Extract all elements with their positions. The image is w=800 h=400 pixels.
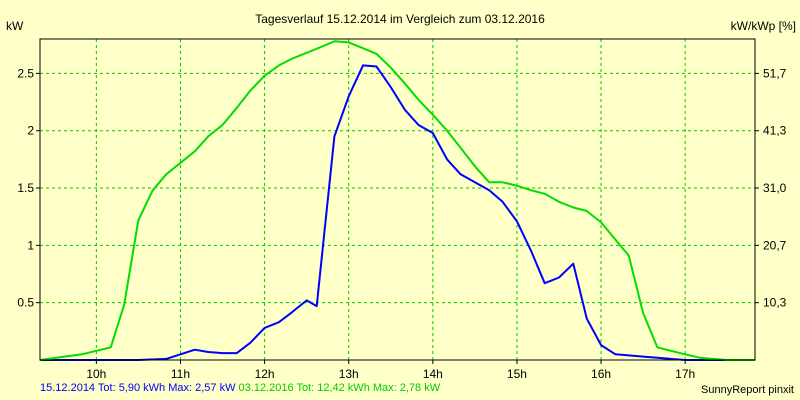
x-tick-label: 14h [423, 367, 443, 381]
x-tick-label: 10h [86, 367, 106, 381]
legend-series-1: 15.12.2014 Tot: 5,90 kWh Max: 2,57 kW [40, 382, 236, 394]
x-tick-label: 17h [675, 367, 695, 381]
y-tick-label-left: 1.5 [17, 181, 34, 195]
y-tick-label-left: 2 [27, 124, 34, 138]
y-tick-label-right: 41,3 [763, 124, 787, 138]
y-tick-label-left: 1 [27, 238, 34, 252]
y-tick-label-left: 2.5 [17, 66, 34, 80]
y-tick-label-right: 31,0 [763, 181, 787, 195]
y-tick-label-left: 0.5 [17, 296, 34, 310]
legend-footer: 15.12.2014 Tot: 5,90 kWh Max: 2,57 kW 03… [40, 382, 440, 394]
x-tick-label: 13h [339, 367, 359, 381]
y-axis-left-label: kW [6, 19, 24, 33]
x-tick-label: 12h [255, 367, 275, 381]
y-axis-right-label: kW/kWp [%] [731, 19, 796, 33]
series-line-2 [39, 40, 755, 361]
y-tick-label-right: 51,7 [763, 66, 787, 80]
series-line-1 [40, 64, 755, 361]
plot-area: 10h 11h 12h 13h 14h 15h 16h 17h 0.5 10,3 1 20,7 1.5 3… [17, 38, 787, 381]
x-tick-label: 15h [507, 367, 527, 381]
y-tick-label-right: 10,3 [763, 296, 787, 310]
x-tick-label: 11h [171, 367, 190, 381]
credit-text: SunnyReport pinxit [701, 384, 794, 396]
x-tick-label: 16h [591, 367, 611, 381]
y-tick-label-right: 20,7 [763, 238, 787, 252]
plot-frame [39, 38, 756, 361]
plot-background [40, 39, 755, 360]
legend-series-2: 03.12.2016 Tot: 12,42 kWh Max: 2,78 kW [238, 382, 441, 394]
chart-title: Tagesverlauf 15.12.2014 im Vergleich zum… [255, 12, 545, 26]
